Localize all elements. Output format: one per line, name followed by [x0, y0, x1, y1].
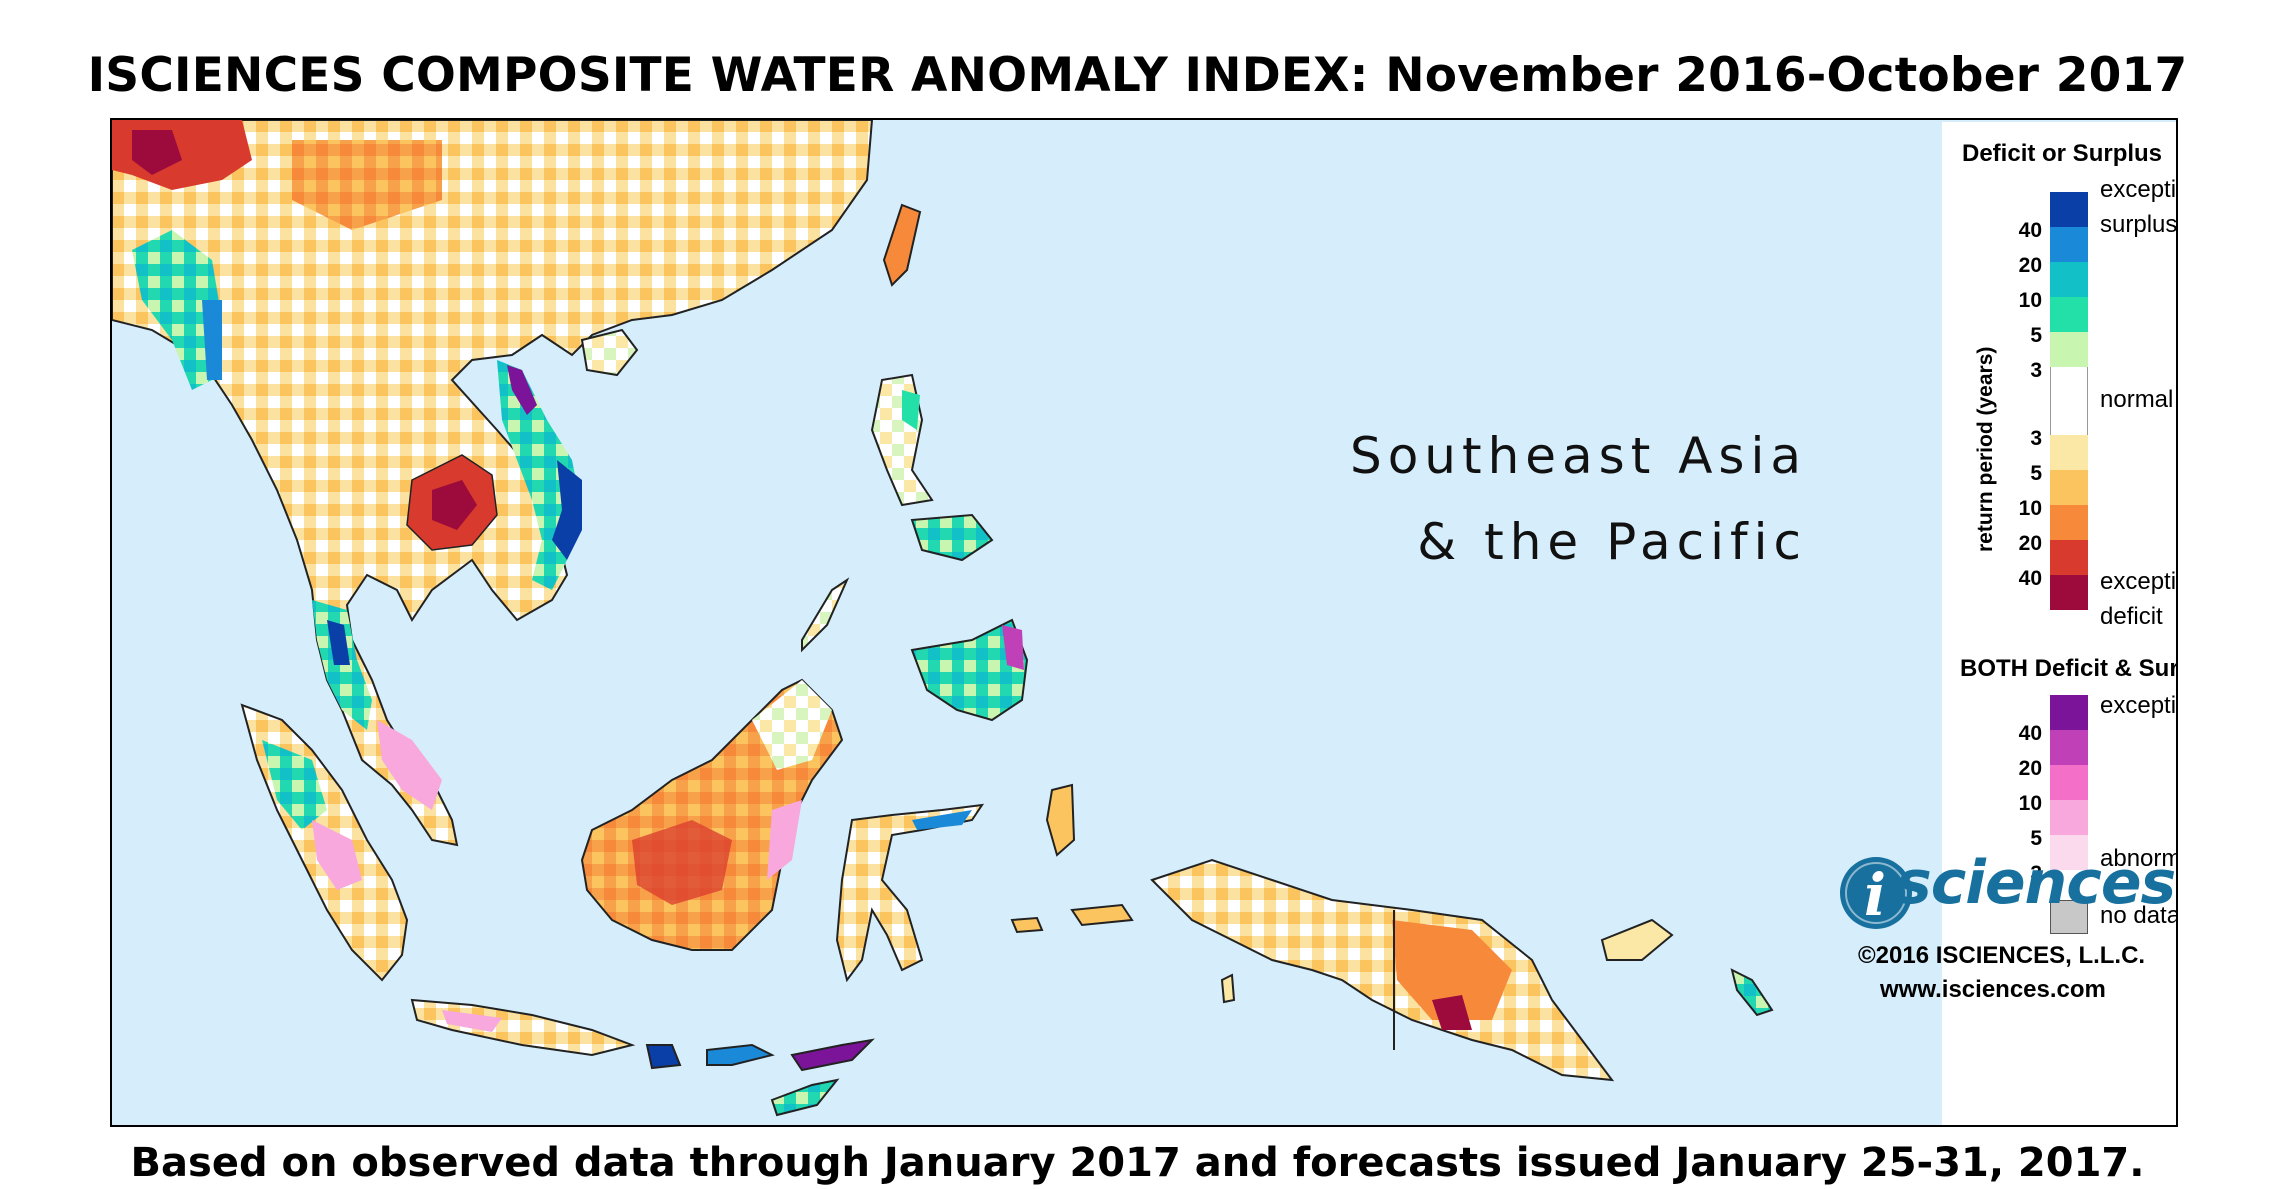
sumatra-surplus: [262, 740, 327, 830]
timor: [770, 1078, 840, 1117]
tick-surplus-5: 5: [2030, 324, 2042, 347]
swatch-deficit-3: [2050, 435, 2088, 470]
swatch-deficit-20: [2050, 540, 2088, 575]
anomaly-map: [112, 120, 1774, 1117]
swatch-both-10: [2050, 765, 2088, 800]
tick-deficit-20: 20: [2018, 532, 2042, 555]
mindanao: [910, 618, 1029, 722]
java-both: [442, 1010, 502, 1032]
copyright: ©2016 ISCIENCES, L.L.C.: [1858, 942, 2146, 969]
tick-surplus-10: 10: [2018, 289, 2042, 312]
vietnam-south-surplus: [552, 460, 582, 560]
label-both-exceptional: exceptional: [2100, 692, 2177, 719]
region-label: Southeast Asia & the Pacific: [1349, 427, 1807, 571]
logo-letter: i: [1864, 861, 1886, 929]
buru: [1010, 916, 1044, 934]
tick-both-3: 3: [2030, 862, 2042, 885]
swatch-deficit-5: [2050, 470, 2088, 505]
swatch-both-3: [2050, 835, 2088, 870]
logo-wordmark: sciences: [1896, 848, 2176, 918]
tick-both-20: 20: [2018, 757, 2042, 780]
swatch-deficit-10: [2050, 505, 2088, 540]
sulawesi: [835, 803, 985, 983]
label-normal: normal: [2100, 386, 2174, 413]
bali-lombok: [645, 1044, 682, 1070]
hainan: [580, 328, 639, 377]
taiwan: [882, 203, 922, 287]
tick-deficit-3: 3: [2030, 427, 2042, 450]
footer-note: Based on observed data through January 2…: [130, 1140, 2145, 1186]
visayas: [910, 513, 994, 562]
legend-title-both: BOTH Deficit & Surplus: [1960, 655, 2178, 682]
label-exceptional-surplus-2: surplus: [2100, 211, 2178, 238]
tick-deficit-5: 5: [2030, 462, 2042, 485]
swatch-surplus-3: [2050, 332, 2088, 367]
small-isle: [1220, 973, 1236, 1004]
swatch-surplus-40: [2050, 192, 2088, 227]
label-both-abnormal: abnormal: [2100, 845, 2176, 872]
tick-deficit-40: 40: [2018, 567, 2042, 590]
label-no-data: no data: [2100, 902, 2178, 929]
sumatra-both: [312, 820, 362, 890]
swatch-surplus-5: [2050, 297, 2088, 332]
swatch-both-5: [2050, 800, 2088, 835]
swatch-normal: [2050, 367, 2088, 435]
tick-both-40: 40: [2018, 722, 2042, 745]
cambodia-core: [432, 480, 477, 530]
south-china-interior: [292, 140, 442, 230]
myanmar-deep: [202, 300, 222, 380]
seram: [1070, 903, 1134, 927]
new-guinea-core: [1432, 995, 1472, 1030]
tick-surplus-3: 3: [2030, 359, 2042, 382]
vietnam-exceptional: [507, 365, 537, 415]
map-frame: Southeast Asia & the Pacific Deficit or …: [110, 118, 2178, 1127]
tick-deficit-10: 10: [2018, 497, 2042, 520]
myanmar-surplus: [132, 230, 222, 390]
new-britain: [1600, 918, 1674, 961]
thai-peninsula-deep: [327, 620, 350, 665]
label-exceptional-deficit-2: deficit: [2100, 603, 2163, 630]
borneo-north: [752, 680, 832, 770]
tick-both-10: 10: [2018, 792, 2042, 815]
label-exceptional-deficit-1: exceptional: [2100, 568, 2177, 595]
borneo-deficit: [632, 820, 732, 905]
tick-surplus-40: 40: [2018, 219, 2042, 242]
malay-mix: [377, 720, 442, 810]
flores: [790, 1038, 875, 1072]
java: [410, 998, 636, 1057]
legend-axis-label: return period (years): [1974, 346, 1997, 552]
palawan: [801, 577, 850, 653]
luzon-surplus: [902, 390, 920, 430]
swatch-both-40: [2050, 695, 2088, 730]
isciences-logo-icon: i: [1840, 857, 1912, 929]
swatch-both-20: [2050, 730, 2088, 765]
legend: Deficit or Surplus return period (years)…: [1942, 122, 2178, 1125]
swatch-surplus-10: [2050, 262, 2088, 297]
bougainville: [1730, 968, 1774, 1017]
sumbawa: [706, 1043, 775, 1066]
swatch-deficit-40: [2050, 575, 2088, 610]
legend-title-deficit-surplus: Deficit or Surplus: [1962, 140, 2163, 167]
tick-surplus-20: 20: [2018, 254, 2042, 277]
mindanao-both: [1002, 625, 1024, 670]
northwest-core: [132, 130, 182, 175]
halmahera: [1045, 783, 1076, 857]
new-guinea-deficit: [1392, 920, 1512, 1020]
website-link[interactable]: www.isciences.com: [1880, 976, 2106, 1003]
swatch-surplus-20: [2050, 227, 2088, 262]
borneo-east-both: [767, 800, 802, 880]
swatch-no-data: [2050, 900, 2088, 934]
label-exceptional-surplus-1: exceptional: [2100, 176, 2177, 203]
page-title: ISCIENCES COMPOSITE WATER ANOMALY INDEX:…: [87, 48, 2188, 103]
sulawesi-north-surplus: [912, 810, 972, 830]
new-guinea: [1150, 858, 1615, 1082]
tick-both-5: 5: [2030, 827, 2042, 850]
